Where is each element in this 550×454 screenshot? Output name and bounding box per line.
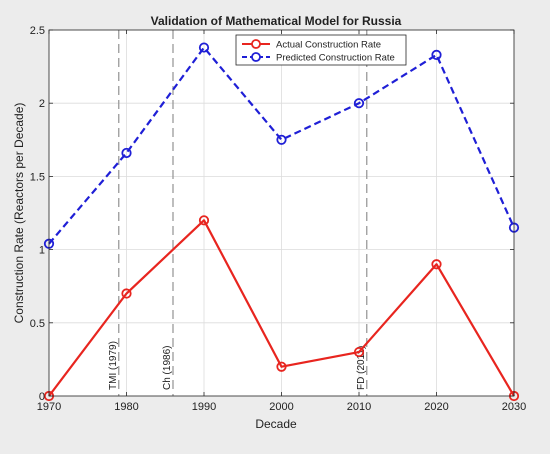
y-tick-label: 0 [39, 391, 45, 403]
data-point [431, 259, 442, 270]
legend-marker [251, 52, 261, 62]
x-tick-label: 1970 [37, 401, 61, 413]
y-tick-label: 1.5 [30, 171, 45, 183]
series-group [43, 215, 520, 402]
data-point [276, 361, 287, 372]
legend-entry-label: Actual Construction Rate [276, 40, 381, 51]
y-tick-label: 2.5 [30, 25, 45, 37]
legend-entry-label: Predicted Construction Rate [276, 53, 395, 64]
event-markers: TMI (1979) Ch (1986) FD (2011) [108, 30, 368, 396]
y-axis-label: Construction Rate (Reactors per Decade) [12, 103, 26, 324]
legend-marker [251, 39, 261, 49]
data-point [431, 49, 442, 60]
y-tick-label: 0.5 [30, 318, 45, 330]
data-point [121, 288, 132, 299]
axis-ticks: 1970 1980 1990 2000 2010 2020 2030 0 0.5 1 1.5 2 2.5 [30, 25, 527, 413]
event-label: FD (2011) [356, 346, 367, 390]
x-tick-label: 2030 [502, 401, 526, 413]
x-tick-label: 2020 [424, 401, 448, 413]
y-tick-label: 1 [39, 245, 45, 257]
data-point [198, 42, 210, 53]
x-tick-label: 1990 [192, 401, 216, 413]
legend: Actual Construction Rate Predicted Constr… [235, 34, 407, 66]
data-point [353, 346, 365, 358]
y-tick-label: 2 [39, 98, 45, 110]
data-point [276, 134, 287, 145]
event-label: TMI (1979) [108, 341, 119, 390]
series-layer [43, 42, 520, 402]
x-tick-label: 1980 [114, 401, 138, 413]
event-label: Ch (1986) [162, 346, 173, 390]
x-tick-label: 2000 [269, 401, 293, 413]
x-tick-label: 2010 [347, 401, 371, 413]
data-point [353, 98, 365, 109]
series-line [48, 219, 515, 397]
data-point [121, 147, 132, 159]
chart-title: Validation of Mathematical Model for Rus… [151, 14, 402, 28]
x-axis-label: Decade [255, 417, 297, 431]
legend-box [235, 34, 407, 66]
data-point [198, 215, 210, 226]
